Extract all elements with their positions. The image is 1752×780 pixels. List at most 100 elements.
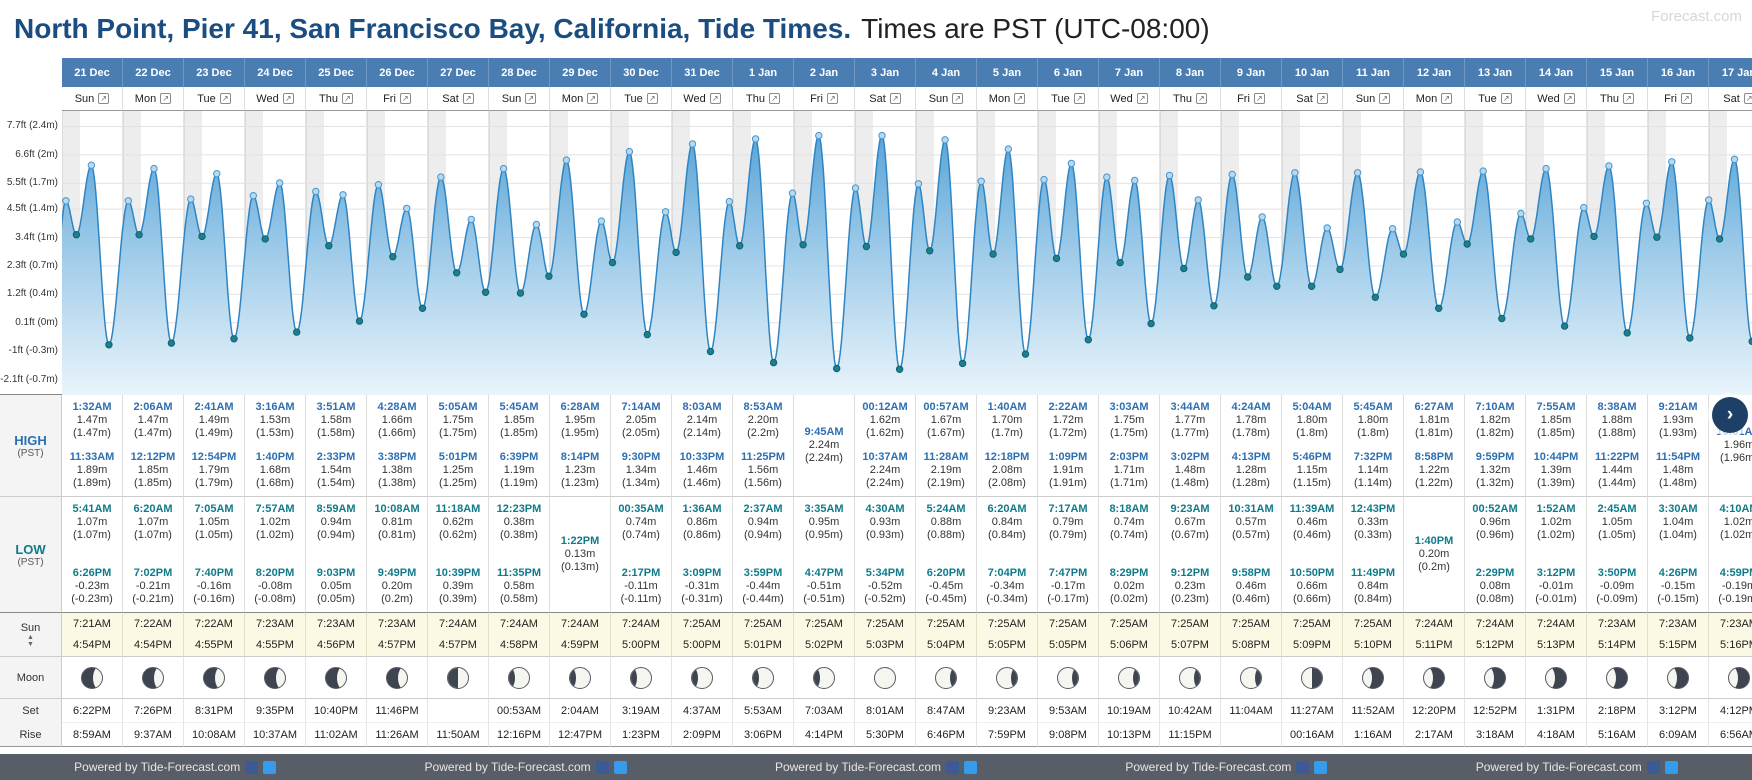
low-height-alt: (0.74m) — [1110, 529, 1148, 541]
high-height: 1.19m — [503, 464, 535, 476]
date-header[interactable]: 9 Jan — [1221, 58, 1282, 87]
footer-credit-text[interactable]: Powered by Tide-Forecast.com — [1125, 760, 1292, 774]
expand-day-icon[interactable]: ↗ — [219, 93, 231, 104]
expand-day-icon[interactable]: ↗ — [1014, 93, 1026, 104]
sunset-time: 5:14PM — [1598, 639, 1636, 651]
expand-day-icon[interactable]: ↗ — [1195, 93, 1207, 104]
date-header[interactable]: 31 Dec — [672, 58, 733, 87]
low-tide-entry: 7:40PM -0.16m (-0.16m) — [185, 567, 243, 606]
footer-credit-text[interactable]: Powered by Tide-Forecast.com — [774, 760, 942, 774]
twitter-icon[interactable] — [263, 760, 277, 774]
footer-credit: Powered by Tide-Forecast.com — [425, 760, 627, 774]
date-header[interactable]: 23 Dec — [184, 58, 245, 87]
expand-day-icon[interactable]: ↗ — [768, 93, 780, 104]
next-days-button[interactable]: › — [1712, 397, 1748, 433]
high-time: 5:05AM — [438, 401, 478, 413]
date-header[interactable]: 4 Jan — [916, 58, 977, 87]
facebook-icon[interactable] — [1296, 760, 1310, 774]
low-tides-cell: 1:52AM 1.02m (1.02m) 3:12PM -0.01m (-0.01m) — [1526, 497, 1587, 613]
high-time: 1:09PM — [1048, 451, 1088, 463]
expand-day-icon[interactable]: ↗ — [1441, 93, 1453, 104]
expand-day-icon[interactable]: ↗ — [341, 93, 353, 104]
moonset-cell: 11:27AM — [1282, 699, 1343, 723]
date-header[interactable]: 13 Jan — [1465, 58, 1526, 87]
facebook-icon[interactable] — [595, 760, 609, 774]
date-header[interactable]: 29 Dec — [550, 58, 611, 87]
high-height-alt: (1.44m) — [1598, 477, 1636, 489]
expand-day-icon[interactable]: ↗ — [1743, 93, 1752, 104]
expand-day-icon[interactable]: ↗ — [646, 93, 658, 104]
moonrise-cell: 5:30PM — [855, 723, 916, 747]
footer-credit-text[interactable]: Powered by Tide-Forecast.com — [424, 760, 591, 774]
low-tide-dot — [167, 339, 176, 347]
expand-day-icon[interactable]: ↗ — [399, 93, 411, 104]
expand-day-icon[interactable]: ↗ — [1680, 93, 1692, 104]
date-header[interactable]: 12 Jan — [1404, 58, 1465, 87]
high-tides-cell: 9:45AM 2.24m (2.24m) — [794, 395, 855, 497]
date-header[interactable]: 7 Jan — [1099, 58, 1160, 87]
date-header[interactable]: 28 Dec — [489, 58, 550, 87]
expand-day-icon[interactable]: ↗ — [282, 93, 294, 104]
date-header[interactable]: 26 Dec — [367, 58, 428, 87]
expand-day-icon[interactable]: ↗ — [462, 93, 474, 104]
expand-day-icon[interactable]: ↗ — [1136, 93, 1148, 104]
expand-day-icon[interactable]: ↗ — [709, 93, 721, 104]
expand-day-icon[interactable]: ↗ — [160, 93, 172, 104]
facebook-icon[interactable] — [1646, 760, 1660, 774]
date-header[interactable]: 15 Jan — [1587, 58, 1648, 87]
high-tide-entry: 1:32AM 1.47m (1.47m) — [63, 401, 121, 440]
expand-day-icon[interactable]: ↗ — [587, 93, 599, 104]
expand-day-icon[interactable]: ↗ — [1500, 93, 1512, 104]
footer-credit-text[interactable]: Powered by Tide-Forecast.com — [1475, 760, 1642, 774]
low-time: 1:36AM — [682, 503, 722, 515]
high-tide-dot — [1642, 199, 1651, 208]
twitter-icon[interactable] — [1314, 760, 1328, 774]
expand-day-icon[interactable]: ↗ — [952, 93, 964, 104]
date-header[interactable]: 17 Jan — [1709, 58, 1752, 87]
high-tide-dot — [87, 161, 96, 169]
expand-day-icon[interactable]: ↗ — [889, 93, 901, 104]
moon-cell — [733, 657, 794, 699]
moon-cell — [1038, 657, 1099, 699]
high-tide-dot — [1103, 173, 1111, 181]
moonrise-cell: 11:26AM — [367, 723, 428, 747]
facebook-icon[interactable] — [245, 760, 259, 774]
date-header[interactable]: 21 Dec — [62, 58, 123, 87]
date-header[interactable]: 6 Jan — [1038, 58, 1099, 87]
date-header[interactable]: 16 Jan — [1648, 58, 1709, 87]
day-name: Thu — [746, 92, 765, 105]
sun-sort-icon[interactable]: ▲ ▼ — [27, 633, 34, 648]
expand-day-icon[interactable]: ↗ — [525, 93, 537, 104]
expand-day-icon[interactable]: ↗ — [1379, 93, 1391, 104]
date-header[interactable]: 22 Dec — [123, 58, 184, 87]
twitter-icon[interactable] — [613, 760, 627, 774]
date-header[interactable]: 8 Jan — [1160, 58, 1221, 87]
expand-day-icon[interactable]: ↗ — [826, 93, 838, 104]
date-header[interactable]: 30 Dec — [611, 58, 672, 87]
low-tide-dot — [1435, 304, 1443, 313]
date-header[interactable]: 1 Jan — [733, 58, 794, 87]
high-time: 5:46PM — [1292, 451, 1332, 463]
date-header[interactable]: 24 Dec — [245, 58, 306, 87]
expand-day-icon[interactable]: ↗ — [1073, 93, 1085, 104]
twitter-icon[interactable] — [964, 760, 978, 774]
date-header[interactable]: 2 Jan — [794, 58, 855, 87]
expand-day-icon[interactable]: ↗ — [1622, 93, 1634, 104]
footer-credit-text[interactable]: Powered by Tide-Forecast.com — [74, 760, 241, 774]
expand-day-icon[interactable]: ↗ — [1253, 93, 1265, 104]
date-header[interactable]: 27 Dec — [428, 58, 489, 87]
date-header[interactable]: 3 Jan — [855, 58, 916, 87]
twitter-icon[interactable] — [1664, 760, 1678, 774]
high-tides-cell: 00:57AM 1.67m (1.67m) 11:28AM 2.19m (2.19m) — [916, 395, 977, 497]
expand-day-icon[interactable]: ↗ — [98, 93, 110, 104]
date-header[interactable]: 11 Jan — [1343, 58, 1404, 87]
date-header[interactable]: 25 Dec — [306, 58, 367, 87]
high-tide-dot — [941, 136, 949, 144]
expand-day-icon[interactable]: ↗ — [1316, 93, 1328, 104]
sunset-time: 5:12PM — [1476, 639, 1514, 651]
expand-day-icon[interactable]: ↗ — [1563, 93, 1575, 104]
date-header[interactable]: 10 Jan — [1282, 58, 1343, 87]
date-header[interactable]: 14 Jan — [1526, 58, 1587, 87]
date-header[interactable]: 5 Jan — [977, 58, 1038, 87]
facebook-icon[interactable] — [946, 760, 960, 774]
